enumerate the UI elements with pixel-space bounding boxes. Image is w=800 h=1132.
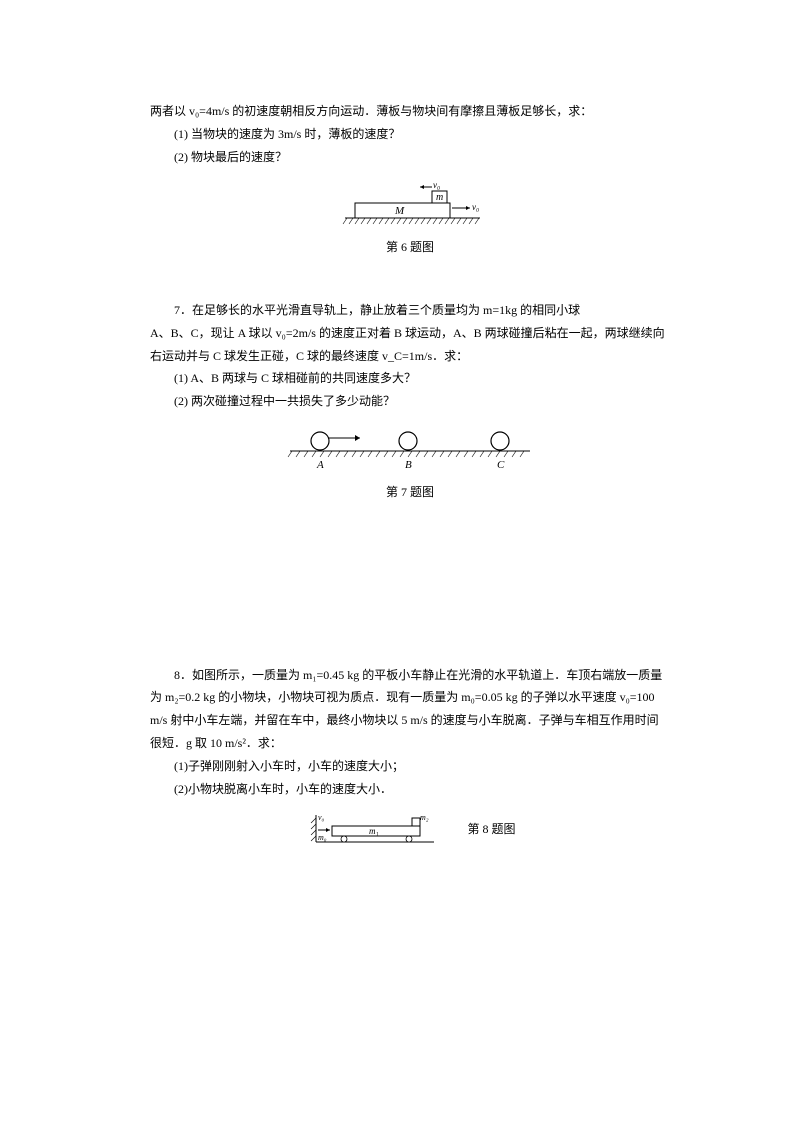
problem6-q2: (2) 物块最后的速度？ <box>150 146 670 169</box>
problem8-q1: (1)子弹刚刚射入小车时，小车的速度大小； <box>150 755 670 778</box>
ball-A-label: A <box>316 459 324 471</box>
problem8-diagram: v₀ m₀ m₁ m₂ <box>304 810 464 850</box>
problem7-figure: A B C 第 7 题图 <box>150 423 670 504</box>
problem7-diagram: A B C <box>280 423 540 473</box>
problem8-intro: 8．如图所示，一质量为 m₁=0.45 kg 的平板小车静止在光滑的水平轨道上．… <box>150 664 670 755</box>
m-label: m <box>436 192 443 203</box>
m0-label: m₀ <box>318 833 327 842</box>
problem6-diagram: M m v₀ v₀ <box>325 178 495 228</box>
problem8-figure: v₀ m₀ m₁ m₂ 第 8 题图 <box>150 810 670 850</box>
M-label: M <box>394 205 405 217</box>
problem8-caption: 第 8 题图 <box>467 822 515 836</box>
ball-C-label: C <box>497 459 505 471</box>
problem7-q1: (1) A、B 两球与 C 球相碰前的共同速度多大？ <box>150 367 670 390</box>
m1-label: m₁ <box>369 826 379 836</box>
problem7-caption: 第 7 题图 <box>150 481 670 504</box>
problem7-intro1: 7．在足够长的水平光滑直导轨上，静止放着三个质量均为 m=1kg 的相同小球 <box>150 299 670 322</box>
problem6-figure: M m v₀ v₀ 第 6 题图 <box>150 178 670 259</box>
ball-B-label: B <box>405 459 412 471</box>
problem8-q2: (2)小物块脱离小车时，小车的速度大小． <box>150 778 670 801</box>
problem7-q2: (2) 两次碰撞过程中一共损失了多少动能？ <box>150 390 670 413</box>
problem7-intro2: A、B、C，现让 A 球以 v₀=2m/s 的速度正对着 B 球运动，A、B 两… <box>150 322 670 368</box>
problem6-caption: 第 6 题图 <box>150 236 670 259</box>
problem6-intro: 两者以 v₀=4m/s 的初速度朝相反方向运动．薄板与物块间有摩擦且薄板足够长，… <box>150 100 670 123</box>
v0-top-label: v₀ <box>433 180 440 190</box>
m2-label: m₂ <box>420 813 429 822</box>
v0-label: v₀ <box>318 813 325 822</box>
v0-right-label: v₀ <box>472 202 479 212</box>
problem6-q1: (1) 当物块的速度为 3m/s 时，薄板的速度？ <box>150 123 670 146</box>
